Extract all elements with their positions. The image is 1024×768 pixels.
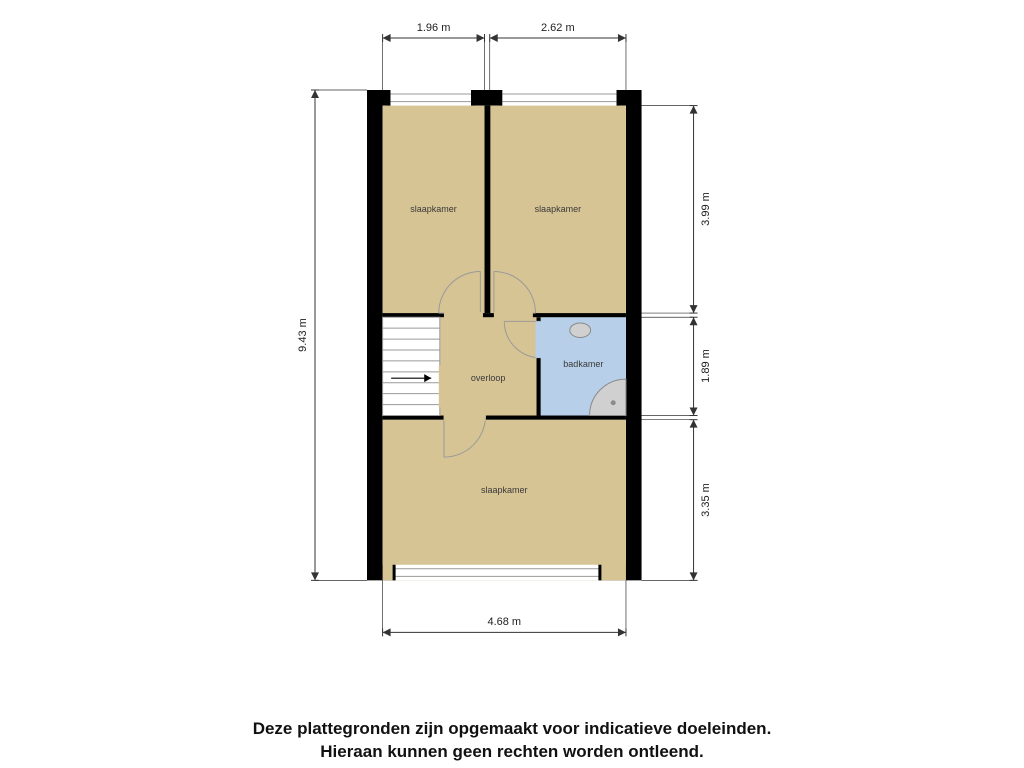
caption-line-1: Deze plattegronden zijn opgemaakt voor i… [0,718,1024,741]
dim-label-2: 4.68 m [487,616,521,628]
room-bed_bot [383,420,626,581]
room-label-bed_tl: slaapkamer [410,204,457,214]
wall-mid-lower [383,416,626,420]
caption: Deze plattegronden zijn opgemaakt voor i… [0,718,1024,764]
sink-icon [570,323,591,338]
room-label-bed_tr: slaapkamer [535,204,582,214]
dim-label-1: 2.62 m [541,22,575,34]
room-label-badkamer: badkamer [563,359,603,369]
wall-top-divider [485,106,491,313]
caption-line-2: Hieraan kunnen geen rechten worden ontle… [0,741,1024,764]
window-cut-2 [396,565,599,581]
dim-label-0: 1.96 m [417,22,451,34]
dim-label-5: 1.89 m [700,350,712,384]
window-cut-1 [502,90,616,106]
floorplan-svg [0,0,1024,768]
floorplan-canvas: slaapkamer slaapkamer overloop badkamer slaa… [0,0,1024,768]
stairs-area [383,317,440,415]
dim-label-4: 3.99 m [700,193,712,227]
room-label-bed_bot: slaapkamer [481,485,528,495]
room-overloop [440,317,537,415]
dim-label-6: 3.35 m [700,483,712,517]
window-cut-0 [390,90,471,106]
dim-label-3: 9.43 m [297,318,309,352]
room-label-overloop: overloop [471,373,506,383]
